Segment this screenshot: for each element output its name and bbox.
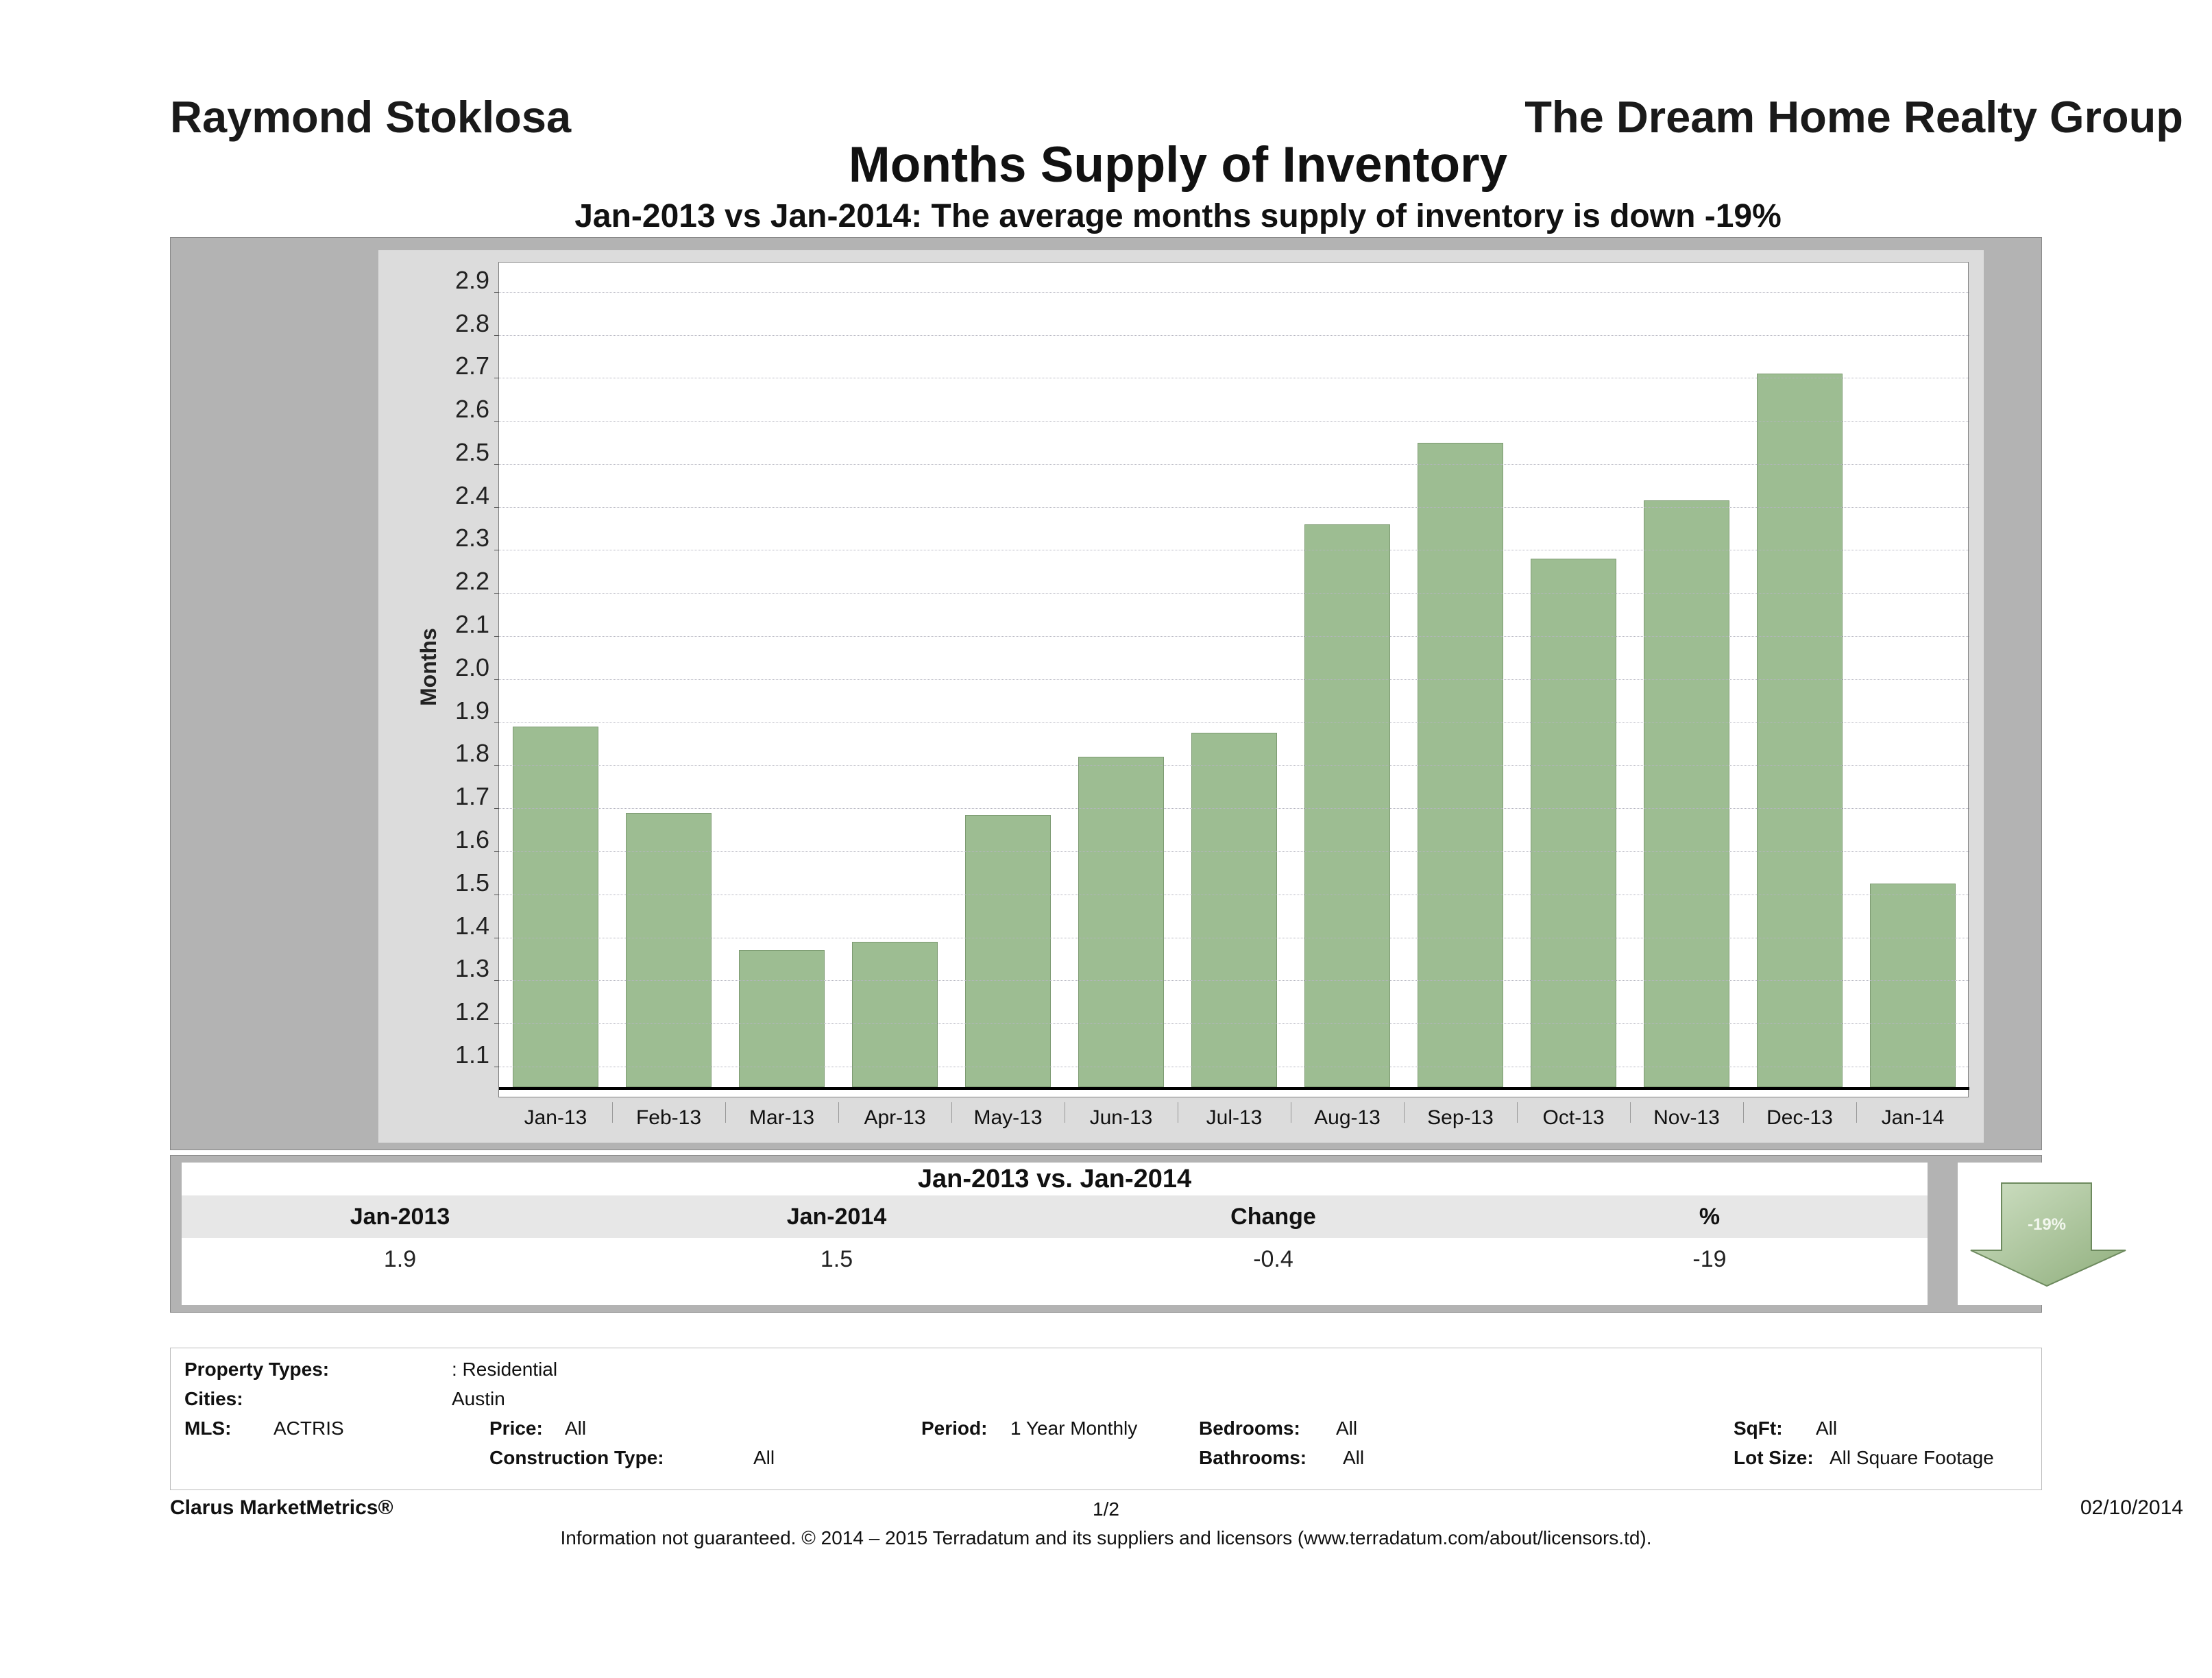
svg-text:-19%: -19% xyxy=(2028,1215,2066,1234)
